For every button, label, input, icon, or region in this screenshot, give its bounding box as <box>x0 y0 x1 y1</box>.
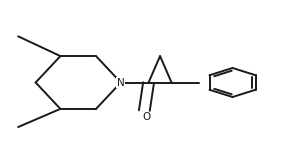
Text: N: N <box>117 78 125 87</box>
Text: O: O <box>143 112 151 122</box>
